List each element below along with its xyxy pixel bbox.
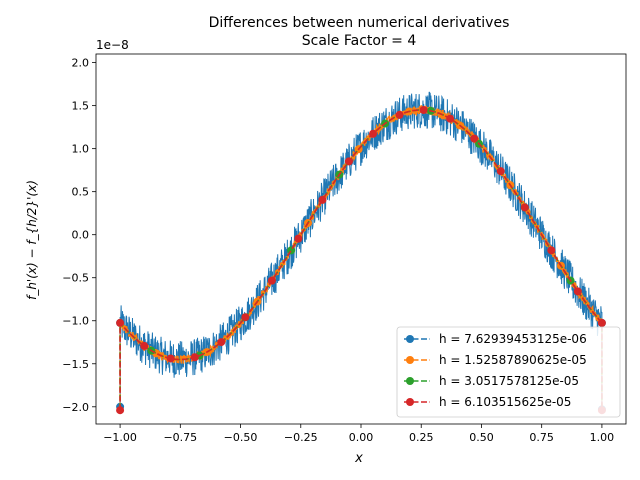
- legend-box: [396, 326, 621, 418]
- series-marker: [547, 246, 556, 255]
- legend-item: h = 1.52587890625e-05: [404, 353, 587, 367]
- series-group: [116, 91, 606, 415]
- series-marker: [573, 287, 582, 296]
- series-marker: [116, 318, 125, 327]
- legend-label: h = 6.103515625e-05: [439, 395, 571, 409]
- series-marker: [318, 195, 327, 204]
- x-tick-label: 1.00: [590, 431, 615, 444]
- y-tick-label: −1.0: [62, 315, 89, 328]
- series-marker: [166, 354, 175, 363]
- y-tick-label: 0.0: [72, 229, 90, 242]
- series-marker: [520, 203, 529, 212]
- series-4: [116, 105, 606, 415]
- x-tick-label: −0.75: [163, 431, 197, 444]
- chart-subtitle: Scale Factor = 4: [302, 33, 417, 49]
- x-tick-label: 0.75: [529, 431, 554, 444]
- legend-item: h = 7.62939453125e-06: [404, 332, 587, 346]
- series-marker: [496, 167, 505, 176]
- series-marker: [140, 341, 149, 350]
- x-tick-label: 0.00: [349, 431, 374, 444]
- legend-marker: [406, 356, 414, 364]
- series-marker: [395, 110, 404, 119]
- plot-area: [116, 91, 606, 415]
- series-marker: [116, 406, 125, 415]
- y-multiplier: 1e−8: [96, 38, 129, 52]
- series-marker: [369, 129, 378, 138]
- series-marker: [267, 276, 276, 285]
- series-marker: [419, 105, 428, 114]
- y-tick-label: 2.0: [72, 57, 90, 70]
- series-marker: [470, 134, 479, 143]
- legend-marker: [406, 377, 414, 385]
- x-axis-label: x: [354, 451, 363, 466]
- series-marker: [597, 318, 606, 327]
- series-marker: [287, 246, 296, 255]
- legend-marker: [406, 335, 414, 343]
- series-marker: [344, 157, 353, 166]
- series-marker: [294, 234, 303, 243]
- series-marker: [446, 114, 455, 123]
- y-axis-label: f_h'(x) − f_{h/2}'(x): [25, 180, 39, 300]
- y-tick-label: −2.0: [62, 401, 89, 414]
- y-tick-label: −0.5: [62, 272, 89, 285]
- legend-label: h = 7.62939453125e-06: [439, 332, 587, 346]
- series-line: [119, 91, 603, 410]
- y-tick-label: 1.0: [72, 143, 90, 156]
- y-tick-label: 0.5: [72, 186, 90, 199]
- series-marker: [217, 338, 226, 347]
- x-tick-label: −0.25: [284, 431, 318, 444]
- legend-item: h = 3.0517578125e-05: [404, 374, 579, 388]
- legend: h = 7.62939453125e-06 h = 1.52587890625e-…: [396, 326, 621, 418]
- legend-item: h = 6.103515625e-05: [404, 395, 571, 409]
- legend-marker: [406, 398, 414, 406]
- legend-label: h = 1.52587890625e-05: [439, 353, 587, 367]
- x-tick-label: 0.25: [409, 431, 434, 444]
- x-tick-label: −1.00: [103, 431, 137, 444]
- y-tick-label: 1.5: [72, 100, 90, 113]
- x-tick-label: −0.50: [224, 431, 258, 444]
- x-tick-label: 0.50: [469, 431, 494, 444]
- series-marker: [190, 353, 199, 362]
- y-tick-label: −1.5: [62, 358, 89, 371]
- series-marker: [241, 313, 250, 322]
- legend-label: h = 3.0517578125e-05: [439, 374, 579, 388]
- chart-title: Differences between numerical derivative…: [209, 15, 510, 31]
- axes: −1.00 −0.75 −0.50 −0.25 0.00 0.25 0.50 0.75 1.00…: [62, 53, 627, 444]
- series-line: [119, 109, 603, 411]
